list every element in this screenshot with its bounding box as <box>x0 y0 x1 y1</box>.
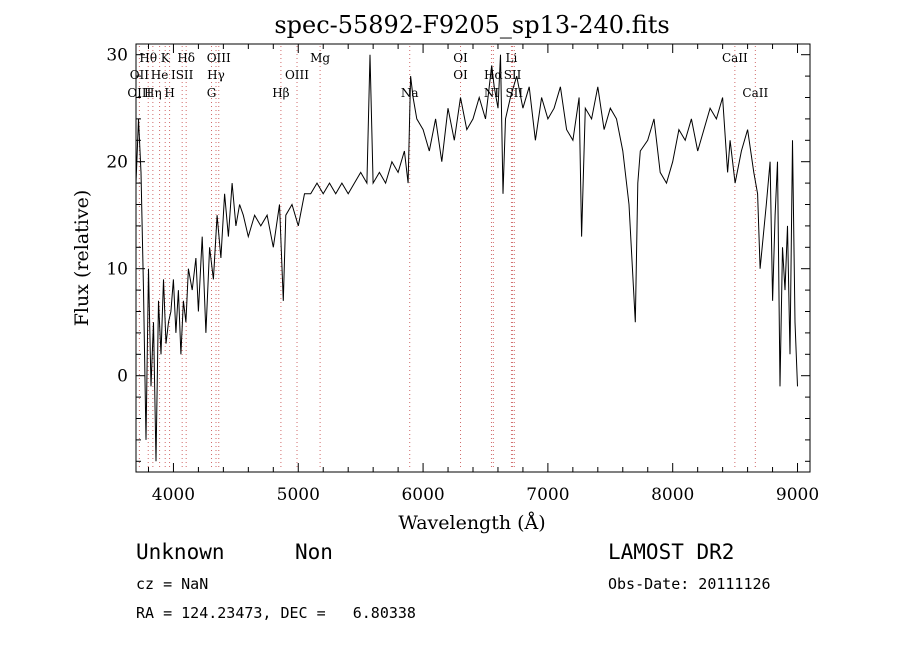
line-label: G <box>207 86 217 100</box>
survey-label: LAMOST DR2 <box>608 540 735 564</box>
line-label: K <box>161 51 171 65</box>
line-label: OII <box>130 68 150 82</box>
line-label: NI <box>484 86 500 100</box>
redshift-label: cz = NaN <box>136 575 209 593</box>
y-tick-label: 0 <box>117 367 128 387</box>
line-label: OI <box>453 51 468 65</box>
line-label: OI <box>453 68 468 82</box>
line-label: Mg <box>310 51 330 65</box>
line-label: CaII <box>742 86 768 100</box>
y-axis-label: Flux (relative) <box>71 190 93 327</box>
y-tick-label: 20 <box>106 153 128 173</box>
line-label: Hβ <box>272 86 289 100</box>
line-label: Hδ <box>177 51 195 65</box>
subclass-label: Non <box>295 540 333 564</box>
x-tick-label: 7000 <box>526 485 569 505</box>
x-axis-label: Wavelength (Å) <box>398 512 545 534</box>
x-tick-label: 4000 <box>152 485 195 505</box>
y-tick-label: 30 <box>106 46 128 66</box>
y-axis-ticks: 0 10 20 30 <box>106 46 810 462</box>
y-tick-label: 10 <box>106 260 128 280</box>
line-label: Li <box>506 51 518 65</box>
spectrum-series-line <box>135 54 798 462</box>
line-label: Hη <box>144 86 162 100</box>
line-label: Hα <box>484 68 503 82</box>
line-label: H <box>164 86 174 100</box>
line-label: OIII <box>285 68 309 82</box>
x-axis-ticks: 4000 5000 6000 7000 8000 9000 <box>147 44 819 505</box>
line-label: OIII <box>207 51 231 65</box>
plot-frame <box>135 43 811 473</box>
line-label: Hγ <box>207 68 225 82</box>
line-label: SII <box>504 68 522 82</box>
line-markers <box>138 46 756 470</box>
x-tick-label: 8000 <box>651 485 694 505</box>
x-tick-label: 9000 <box>776 485 819 505</box>
x-tick-label: 5000 <box>277 485 320 505</box>
coordinates-label: RA = 124.23473, DEC = 6.80338 <box>136 604 416 622</box>
class-label: Unknown <box>136 540 225 564</box>
line-label: OIII <box>127 86 151 100</box>
line-label: CaII <box>722 51 748 65</box>
x-tick-label: 6000 <box>401 485 444 505</box>
line-label: ISII <box>171 68 194 82</box>
obs-date-label: Obs-Date: 20111126 <box>608 575 771 593</box>
chart-title: spec-55892-F9205_sp13-240.fits <box>274 11 669 39</box>
line-label: Hθ <box>139 51 157 65</box>
line-label: He <box>151 68 169 82</box>
